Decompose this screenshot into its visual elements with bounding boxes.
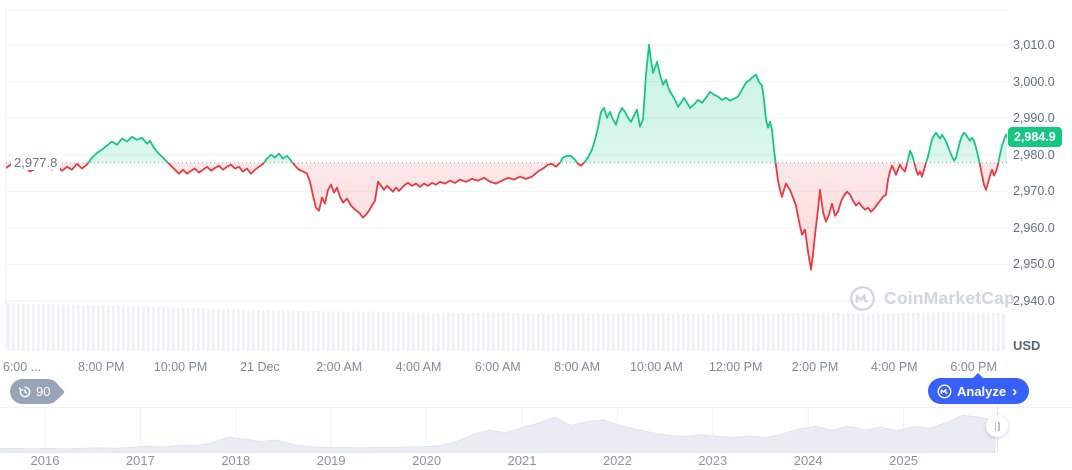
navigator-divider	[0, 407, 1072, 408]
x-tick-label: 6:00 ...	[2, 360, 42, 374]
baseline-price-label: 2,977.8	[11, 155, 61, 170]
x-tick-label: 4:00 PM	[871, 360, 918, 374]
drag-grip-icon	[994, 421, 996, 431]
x-tick-label: 12:00 PM	[708, 360, 763, 374]
x-tick-label: 8:00 AM	[554, 360, 601, 374]
drag-grip-icon	[998, 421, 1000, 431]
timeline-navigator[interactable]	[0, 405, 1010, 453]
price-chart[interactable]	[0, 0, 1010, 360]
year-label: 2024	[793, 453, 823, 468]
coinmarketcap-logo-icon	[850, 286, 875, 311]
analyze-button[interactable]: Analyze ›	[928, 373, 1030, 404]
year-label: 2022	[602, 453, 632, 468]
year-label: 2021	[507, 453, 537, 468]
x-tick-label: 8:00 PM	[78, 360, 125, 374]
watermark: CoinMarketCap	[849, 285, 1015, 312]
x-tick-label: 10:00 AM	[629, 360, 683, 374]
navigator-drag-handle[interactable]	[986, 415, 1008, 437]
x-tick-label: 6:00 PM	[950, 360, 997, 374]
x-tick-label: 6:00 AM	[474, 360, 521, 374]
year-label: 2018	[221, 453, 251, 468]
y-tick-label: 3,000.0	[1013, 74, 1055, 89]
history-badge[interactable]: 90	[10, 379, 61, 404]
x-tick-label: 2:00 PM	[791, 360, 839, 374]
watermark-text: CoinMarketCap	[884, 288, 1015, 308]
y-tick-label: 2,970.0	[1013, 184, 1055, 199]
y-tick-label: 2,960.0	[1013, 220, 1055, 235]
year-label: 2016	[30, 453, 60, 468]
year-label: 2025	[889, 453, 919, 468]
x-tick-label: 4:00 AM	[395, 360, 442, 374]
y-tick-label: 2,990.0	[1013, 111, 1055, 126]
history-clock-icon	[19, 386, 31, 397]
coinmarketcap-logo-icon	[937, 384, 952, 398]
x-tick-label: 2:00 AM	[316, 360, 363, 374]
y-tick-label: 2,950.0	[1013, 257, 1055, 272]
history-count: 90	[36, 384, 51, 399]
year-label: 2019	[316, 453, 346, 468]
year-label: 2020	[412, 453, 442, 468]
x-tick-label: 21 Dec	[240, 360, 280, 374]
year-label: 2017	[125, 453, 155, 468]
y-tick-label: 2,980.0	[1013, 147, 1055, 162]
chevron-right-icon: ›	[1012, 382, 1018, 400]
y-tick-label: 3,010.0	[1013, 38, 1055, 52]
current-price-badge: 2,984.9	[1008, 127, 1062, 147]
currency-label: USD	[1013, 338, 1041, 353]
x-tick-label: 10:00 PM	[153, 360, 208, 374]
year-label: 2023	[698, 453, 728, 468]
y-tick-label: 2,940.0	[1013, 294, 1055, 308]
analyze-label: Analyze	[957, 383, 1007, 399]
